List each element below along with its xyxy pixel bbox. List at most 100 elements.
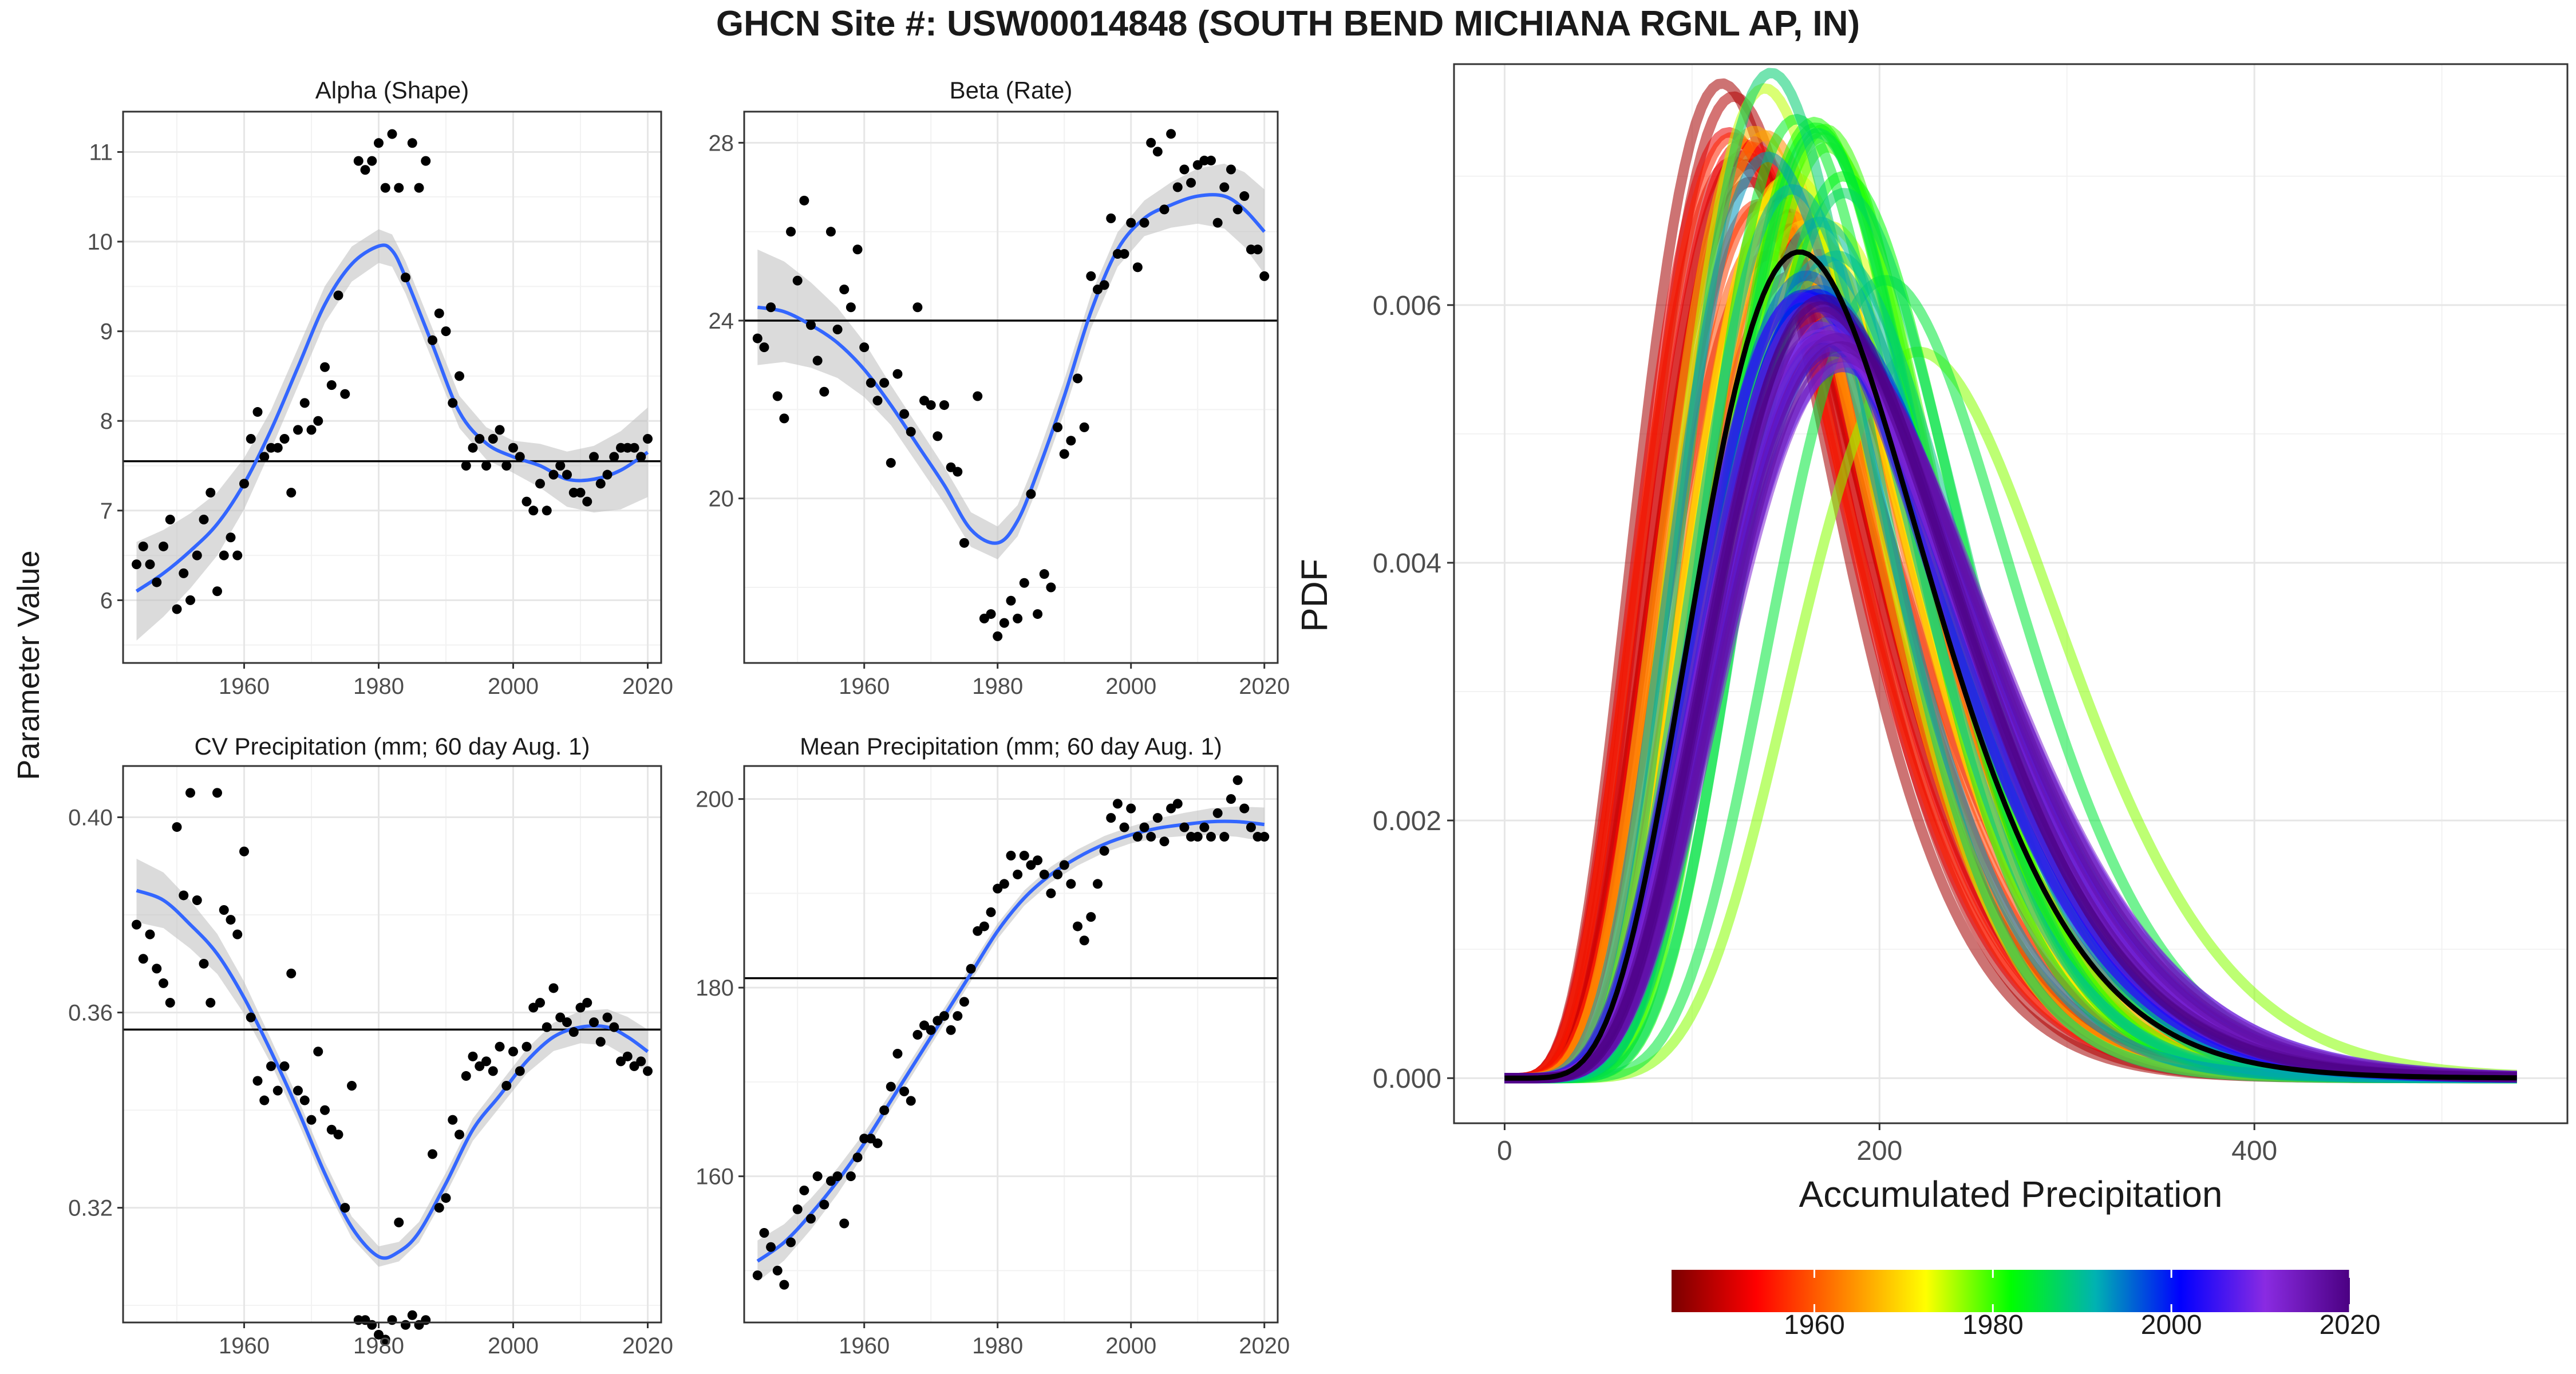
x-tick-label: 2020 [1239,674,1290,699]
data-point [394,1217,404,1227]
data-point [562,1017,572,1028]
data-point [1139,822,1149,832]
data-point [892,369,903,379]
data-point [1066,436,1076,446]
data-point [1106,813,1116,823]
data-point [752,333,762,344]
y-tick-label: 0.004 [1373,548,1441,579]
data-point [792,1204,803,1214]
x-tick-label: 1980 [972,674,1023,699]
panel-background [123,112,661,663]
data-point [852,244,863,255]
data-point [906,427,916,437]
data-point [152,964,162,974]
data-point [219,550,229,560]
data-point [1079,422,1089,432]
data-point [568,487,579,498]
data-point [999,618,1009,628]
data-point [481,461,491,471]
panel-title: CV Precipitation (mm; 60 day Aug. 1) [195,733,590,760]
data-point [179,890,189,901]
data-point [1226,164,1236,175]
x-tick-label: 1980 [972,1333,1023,1359]
data-point [434,308,444,318]
data-point [1219,182,1230,192]
data-point [232,929,243,939]
data-point [852,1152,863,1163]
x-tick-label: 1980 [353,674,404,699]
data-point [1013,869,1023,879]
data-point [589,1017,599,1028]
data-point [488,1066,498,1076]
data-point [192,550,202,560]
data-point [138,954,148,964]
data-point [772,1265,783,1276]
data-point [1126,218,1136,228]
data-point [259,452,270,462]
data-point [993,631,1003,641]
data-point [165,514,175,524]
data-point [1212,218,1223,228]
data-point [602,1012,613,1022]
data-point [1146,137,1156,148]
pdf-curve-year [1504,294,2517,1084]
data-point [192,895,202,905]
x-tick-label: 2020 [622,1333,673,1359]
data-point [1006,595,1016,606]
data-point [792,275,803,286]
panel-border [122,765,662,1324]
data-point [185,788,195,798]
data-point [313,1047,323,1057]
data-point [879,1105,890,1115]
data-point [461,1071,471,1081]
data-point [595,1037,606,1047]
data-point [1073,373,1082,384]
data-point [622,1051,633,1061]
pdf-curve-mean [1504,249,2517,1081]
data-point [1006,851,1016,861]
data-point [1179,164,1190,175]
pdf-panel-border [1453,63,2569,1124]
data-point [374,138,384,148]
data-point [846,302,856,313]
data-point [966,964,976,974]
y-tick-label: 24 [709,309,734,334]
x-tick-label: 1960 [839,1333,890,1359]
data-point [455,1130,464,1140]
data-point [226,532,236,543]
data-point [286,968,297,978]
data-point [441,1193,451,1203]
y-tick-label: 10 [88,230,113,255]
data-point [616,1056,626,1067]
data-point [360,165,370,175]
y-axis-label: PDF [1294,559,1335,632]
data-point [542,1022,552,1032]
data-point [1172,182,1183,192]
data-point [374,1329,384,1340]
data-point [759,342,769,353]
data-point [252,407,263,417]
y-tick-label: 28 [709,131,734,156]
data-point [1073,921,1082,931]
data-point [421,156,431,166]
data-point [380,1334,390,1345]
data-point [986,907,996,917]
data-point [1246,244,1256,255]
data-point [1013,613,1023,623]
colorbar-tick-label: 2020 [2320,1310,2381,1340]
data-point [145,559,155,570]
data-point [1179,822,1190,832]
data-point [528,506,539,516]
data-point [839,285,850,295]
data-point [333,1130,343,1140]
data-point [279,1061,290,1071]
data-point [272,1085,283,1096]
data-point [226,915,236,925]
data-point [806,320,816,330]
data-point [979,921,989,931]
data-point [206,487,216,498]
y-tick-label: 11 [89,140,113,165]
data-point [548,983,559,993]
data-point [401,273,410,283]
data-point [515,1066,525,1076]
